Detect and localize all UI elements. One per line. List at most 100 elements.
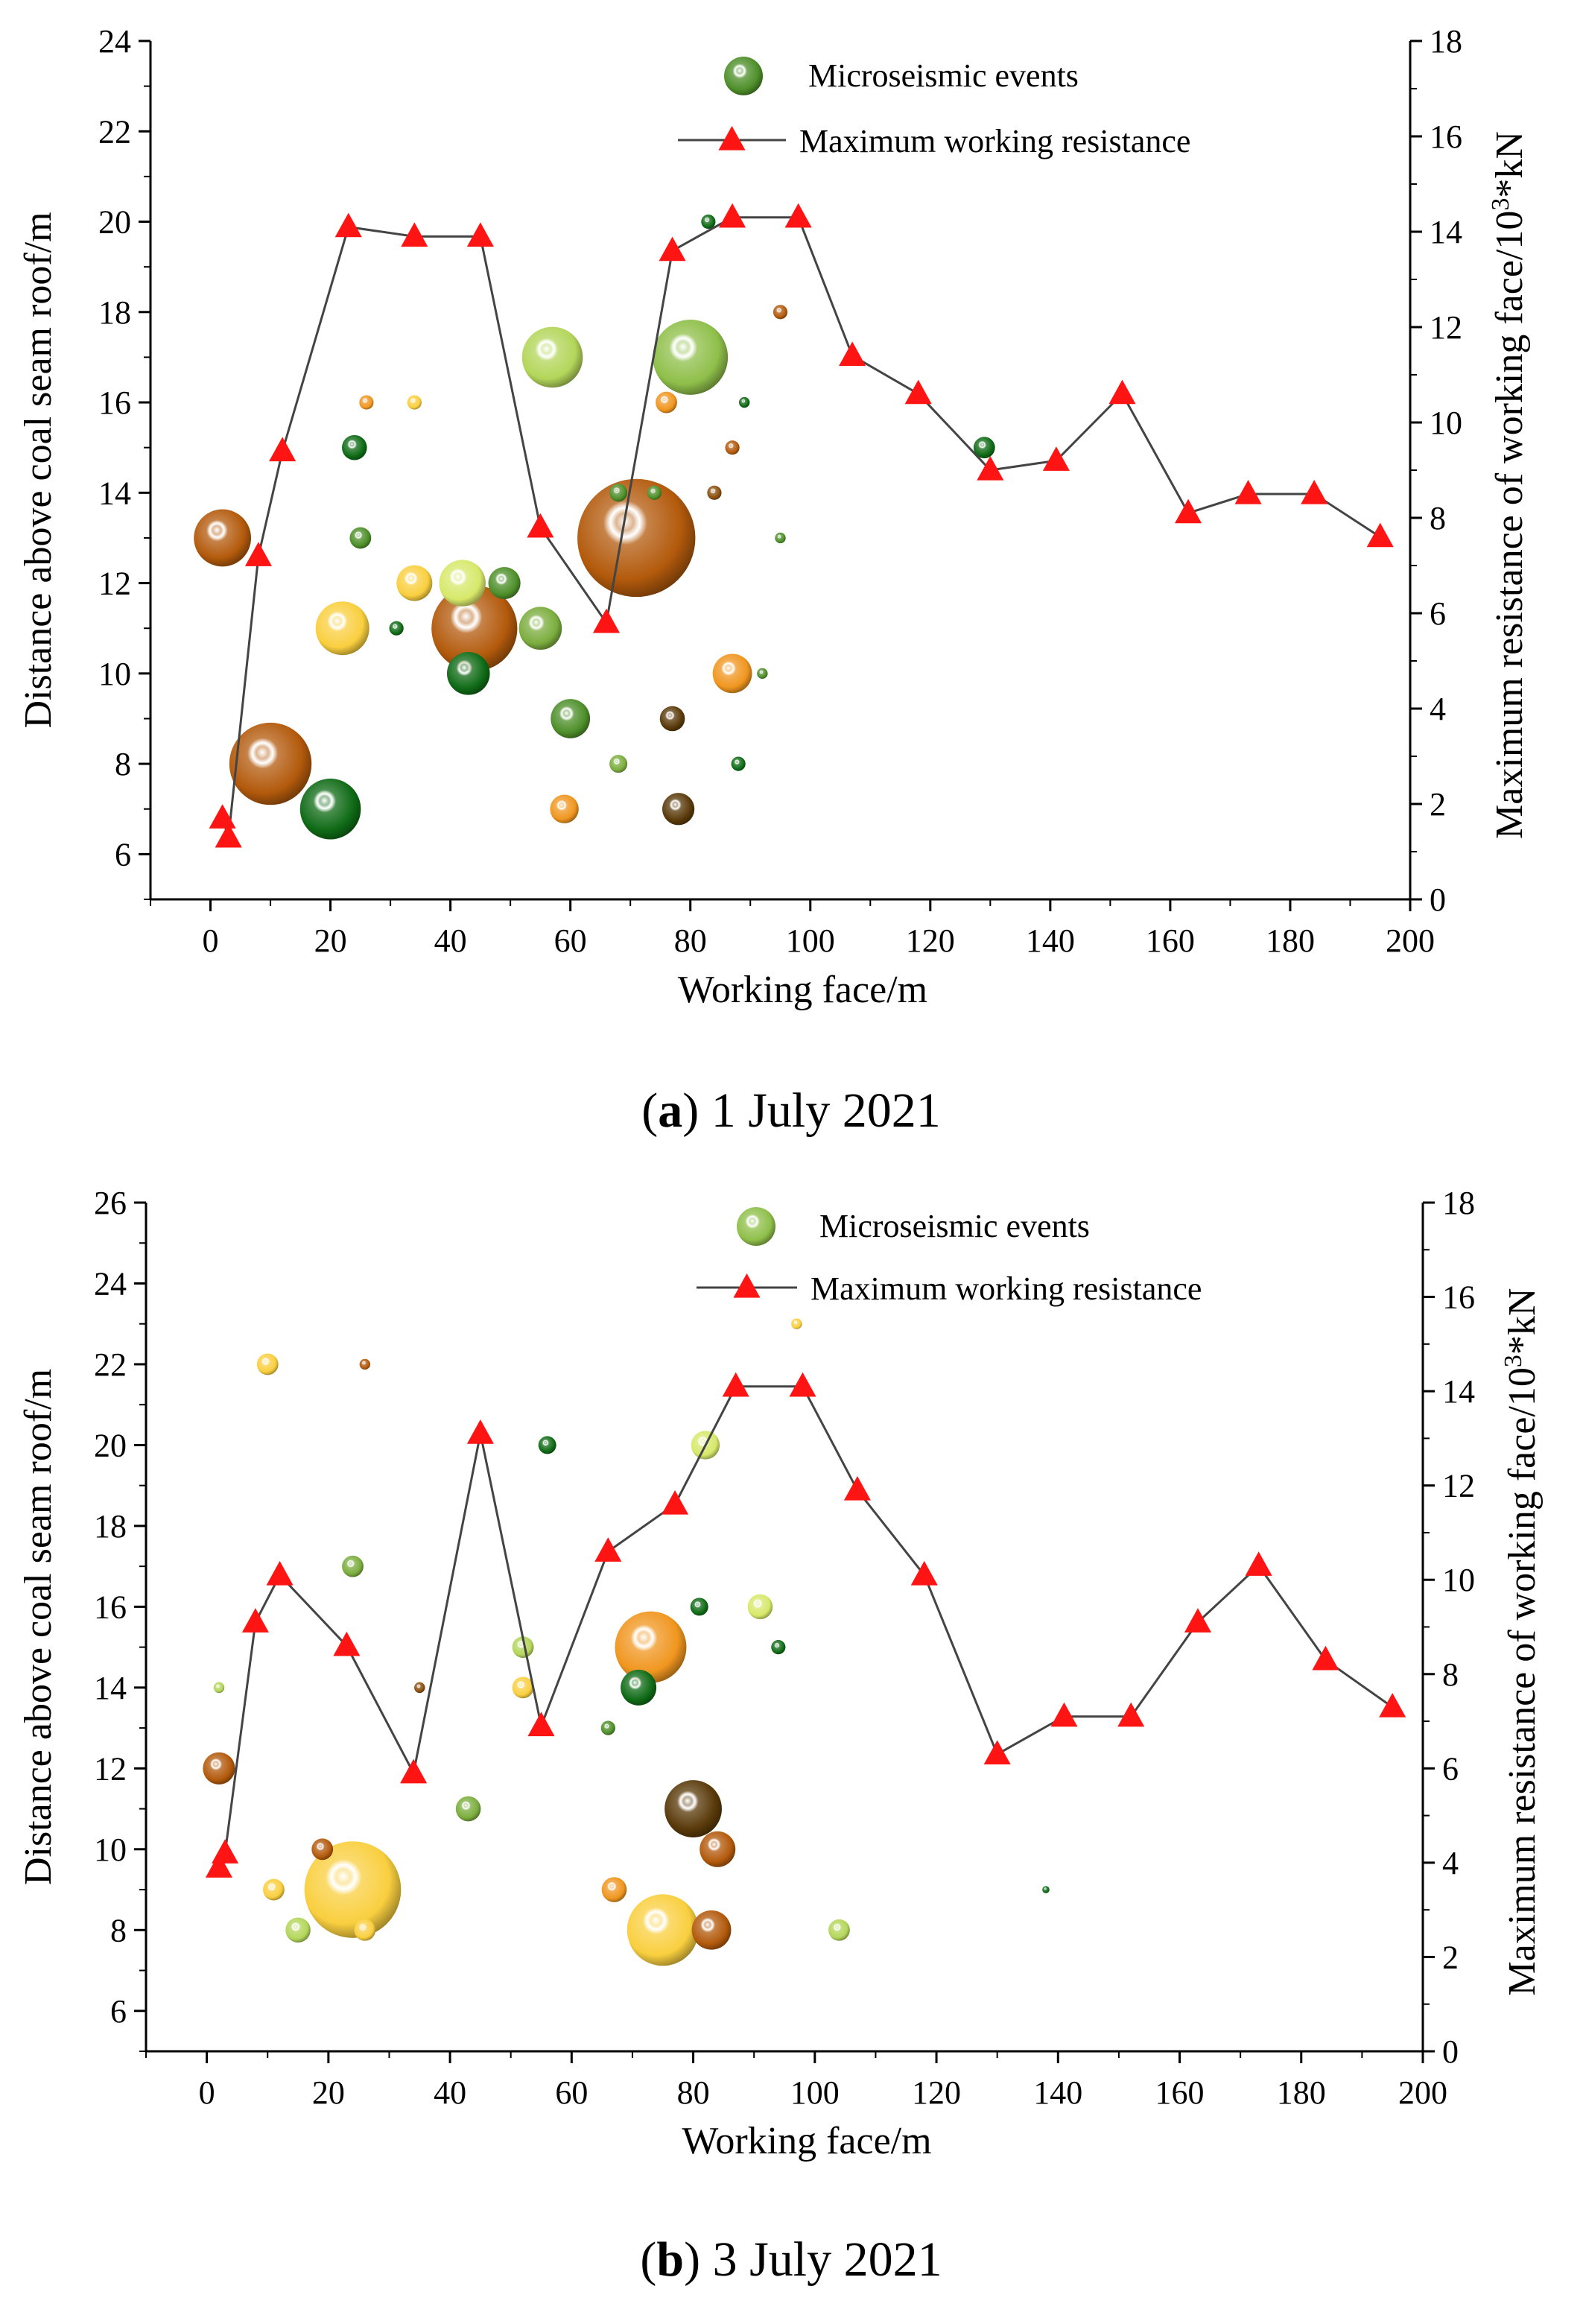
microseismic-event-point	[738, 396, 750, 408]
x-tick-label: 100	[786, 922, 835, 959]
microseismic-event-point	[518, 607, 562, 650]
microseismic-event-point	[396, 565, 433, 601]
resistance-point	[466, 222, 494, 247]
y-left-tick-label: 12	[94, 1750, 127, 1787]
x-tick-label: 80	[674, 922, 707, 959]
resistance-point	[1117, 1702, 1145, 1727]
legend-line-label: Maximum working resistance	[799, 123, 1190, 159]
y-right-axis-title: Maximum resistance of working face/103*k…	[1487, 131, 1531, 839]
resistance-point	[527, 513, 554, 538]
resistance-point	[401, 222, 428, 247]
y-right-tick-label: 16	[1442, 1279, 1475, 1316]
y-left-tick-label: 26	[94, 1185, 127, 1221]
y-left-axis-title: Distance above coal seam roof/m	[17, 1369, 60, 1885]
y-left-tick-label: 24	[98, 23, 131, 60]
y-right-tick-label: 14	[1442, 1373, 1475, 1410]
microseismic-event-point	[691, 1910, 732, 1950]
legend-scatter-marker	[724, 57, 763, 95]
microseismic-event-point	[550, 794, 579, 823]
x-axis-title: Working face/m	[678, 969, 927, 1011]
resistance-point	[592, 608, 621, 633]
microseismic-event-point	[341, 434, 367, 460]
microseismic-event-point	[342, 1555, 364, 1577]
microseismic-event-point	[659, 706, 685, 732]
x-tick-label: 160	[1155, 2074, 1205, 2111]
y-right-tick-label: 12	[1442, 1468, 1475, 1504]
resistance-point	[789, 1372, 816, 1397]
legend-line-marker	[733, 1273, 761, 1298]
chart-b: 0 20 40 60 80 100 120 140 160 180 2006810121416182…	[17, 1185, 1544, 2287]
chart-panel-b: 0 20 40 60 80 100 120 140 160 180 200 6 8 10 12 14 16 18 2…	[0, 1160, 1583, 2320]
x-tick-label: 200	[1398, 2074, 1447, 2111]
microseismic-event-point	[771, 1640, 786, 1655]
y-right-tick-label: 0	[1430, 881, 1446, 918]
x-tick-label: 20	[312, 2074, 345, 2111]
y-right-tick-label: 8	[1430, 500, 1446, 536]
y-left-tick-label: 14	[98, 475, 131, 511]
microseismic-event-point	[311, 1838, 334, 1861]
y-right-tick-label: 16	[1430, 118, 1462, 155]
y-right-tick-label: 8	[1442, 1656, 1459, 1693]
microseismic-event-point	[791, 1318, 802, 1329]
x-tick-label: 120	[912, 2074, 961, 2111]
legend-line-marker	[718, 126, 746, 151]
y-left-tick-label: 24	[94, 1265, 127, 1302]
x-tick-label: 20	[314, 922, 347, 959]
microseismic-event-point	[690, 1598, 708, 1616]
resistance-point	[266, 1560, 294, 1586]
resistance-point	[1184, 1608, 1212, 1633]
microseismic-event-point	[359, 395, 374, 410]
microseismic-event-point	[747, 1594, 773, 1620]
resistance-point	[466, 1419, 494, 1444]
y-left-tick-label: 20	[98, 204, 131, 241]
y-right-tick-label: 10	[1430, 405, 1462, 441]
microseismic-event-point	[512, 1676, 534, 1699]
microseismic-event-point	[389, 621, 404, 636]
x-tick-label: 100	[790, 2074, 840, 2111]
microseismic-event-point	[431, 585, 518, 671]
resistance-point	[209, 804, 236, 829]
microseismic-event-point	[731, 756, 746, 771]
microseismic-event-point	[203, 1752, 235, 1785]
y-left-tick-label: 22	[94, 1346, 127, 1383]
legend-scatter-marker	[737, 1207, 775, 1246]
microseismic-event-point	[263, 1878, 285, 1901]
x-tick-label: 40	[434, 922, 467, 959]
microseismic-event-point	[775, 532, 786, 544]
microseismic-event-point	[299, 778, 361, 840]
microseismic-event-point	[349, 527, 372, 549]
y-right-tick-label: 12	[1430, 309, 1462, 346]
y-right-axis-title: Maximum resistance of working face/103*k…	[1500, 1288, 1544, 1996]
resistance-point	[977, 456, 1004, 481]
y-left-tick-label: 8	[115, 746, 131, 782]
resistance-point	[594, 1537, 622, 1562]
resistance-point	[662, 1489, 689, 1515]
legend-scatter-label: Microseismic events	[819, 1208, 1090, 1244]
y-left-tick-label: 18	[94, 1508, 127, 1545]
microseismic-event-point	[256, 1353, 279, 1375]
microseismic-event-point	[600, 1720, 615, 1735]
chart-panel-a: 0 20 40 60 80 100 120 140 160 180 200 6 8 10 12 14 16 18 2…	[0, 0, 1583, 1155]
legend-scatter-label: Microseismic events	[808, 57, 1079, 94]
y-left-tick-label: 10	[94, 1831, 127, 1868]
y-right-tick-label: 0	[1442, 2033, 1459, 2070]
x-tick-label: 0	[199, 2074, 215, 2111]
microseismic-event-point	[707, 485, 722, 500]
resistance-point	[1366, 522, 1394, 548]
x-tick-label: 60	[554, 922, 587, 959]
y-left-tick-label: 6	[110, 1993, 127, 2030]
microseismic-event-point	[285, 1917, 311, 1943]
y-left-tick-label: 20	[94, 1427, 127, 1463]
y-right-tick-label: 18	[1430, 23, 1462, 60]
legend: Microseismic events Maximum working resis…	[697, 1207, 1202, 1307]
y-right-tick-label: 6	[1442, 1750, 1459, 1787]
resistance-point	[910, 1560, 938, 1586]
x-tick-label: 140	[1026, 922, 1075, 959]
resistance-point	[659, 236, 686, 262]
microseismic-event-point	[304, 1841, 402, 1938]
microseismic-event-point	[315, 601, 369, 656]
resistance-point	[527, 1712, 555, 1737]
microseismic-event-point	[699, 1831, 736, 1867]
x-tick-label: 180	[1266, 922, 1315, 959]
y-right-tick-label: 18	[1442, 1185, 1475, 1221]
